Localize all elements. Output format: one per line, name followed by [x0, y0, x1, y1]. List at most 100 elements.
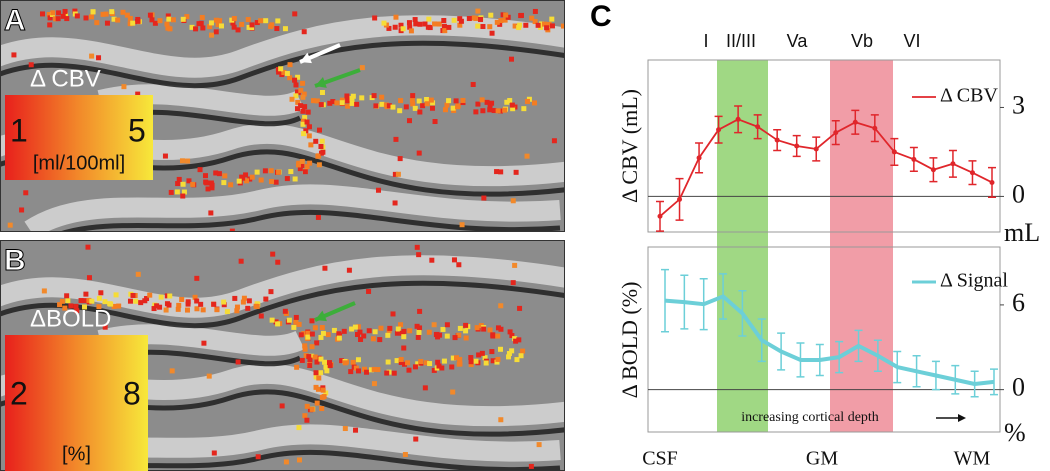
activation-voxel — [430, 100, 436, 106]
activation-voxel — [305, 109, 311, 115]
activation-voxel — [437, 332, 443, 338]
activation-voxel — [391, 370, 397, 376]
activation-voxel — [504, 99, 510, 105]
activation-voxel — [406, 20, 412, 26]
activation-voxel — [313, 374, 319, 380]
activation-voxel — [232, 295, 238, 301]
activation-voxel — [309, 406, 315, 412]
activation-voxel — [295, 99, 301, 105]
activation-voxel — [392, 171, 398, 177]
activation-voxel — [470, 81, 476, 87]
activation-voxel — [163, 307, 169, 313]
activation-voxel — [478, 16, 484, 22]
activation-voxel — [385, 332, 391, 338]
activation-voxel — [203, 179, 209, 185]
activation-voxel — [239, 174, 245, 180]
y-axis-label: Δ CBV (mL) — [617, 89, 642, 203]
activation-voxel — [109, 9, 115, 15]
activation-voxel — [395, 326, 401, 332]
activation-voxel — [309, 353, 315, 359]
activation-voxel — [327, 100, 333, 106]
activation-voxel — [268, 168, 274, 174]
activation-voxel — [371, 381, 377, 387]
activation-voxel — [304, 119, 310, 125]
activation-voxel — [376, 187, 382, 193]
brain-panel: B ΔBOLD 2 8 [%] — [0, 240, 565, 471]
point — [677, 196, 683, 202]
activation-voxel — [205, 186, 211, 192]
activation-voxel — [412, 105, 418, 111]
activation-voxel — [214, 307, 220, 313]
activation-voxel — [339, 97, 345, 103]
activation-voxel — [64, 293, 70, 299]
activation-voxel — [263, 296, 269, 302]
activation-voxel — [460, 97, 466, 103]
activation-voxel — [246, 24, 252, 30]
activation-voxel — [269, 22, 275, 28]
activation-voxel — [263, 18, 269, 24]
activation-voxel — [473, 109, 479, 115]
activation-voxel — [249, 174, 255, 180]
activation-voxel — [184, 14, 190, 20]
activation-voxel — [361, 333, 367, 339]
activation-voxel — [273, 179, 279, 185]
activation-voxel — [166, 302, 172, 308]
activation-voxel — [509, 333, 515, 339]
activation-voxel — [440, 326, 446, 332]
activation-voxel — [302, 343, 308, 349]
activation-voxel — [535, 22, 541, 28]
activation-voxel — [319, 90, 325, 96]
activation-voxel — [457, 356, 463, 362]
activation-voxel — [450, 105, 456, 111]
activation-voxel — [295, 74, 301, 80]
activation-voxel — [509, 348, 515, 354]
activation-voxel — [135, 91, 141, 97]
activation-voxel — [318, 143, 324, 149]
activation-voxel — [198, 20, 204, 26]
activation-voxel — [74, 13, 80, 19]
activation-voxel — [394, 358, 400, 364]
activation-voxel — [302, 104, 308, 110]
activation-voxel — [451, 17, 457, 23]
activation-voxel — [357, 329, 363, 335]
activation-voxel — [397, 156, 403, 162]
activation-voxel — [479, 97, 485, 103]
series-line — [664, 294, 995, 386]
activation-voxel — [377, 337, 383, 343]
sulcus — [0, 40, 565, 89]
activation-voxel — [456, 361, 462, 367]
point — [755, 124, 761, 130]
activation-voxel — [241, 295, 247, 301]
activation-voxel — [313, 370, 319, 376]
panel-title: ΔBOLD — [30, 305, 111, 332]
activation-voxel — [200, 307, 206, 313]
activation-voxel — [89, 53, 95, 59]
activation-voxel — [350, 359, 356, 365]
activation-voxel — [116, 303, 122, 309]
activation-voxel — [368, 367, 374, 373]
activation-voxel — [498, 169, 504, 175]
activation-voxel — [151, 306, 157, 312]
activation-voxel — [299, 158, 305, 164]
activation-voxel — [348, 369, 354, 375]
activation-voxel — [176, 302, 182, 308]
activation-voxel — [417, 21, 423, 27]
point — [852, 119, 858, 125]
activation-voxel — [258, 177, 264, 183]
activation-voxel — [416, 98, 422, 104]
activation-voxel — [201, 340, 207, 346]
colorbar — [5, 335, 148, 471]
activation-voxel — [208, 20, 214, 26]
activation-voxel — [318, 356, 324, 362]
activation-voxel — [410, 101, 416, 107]
activation-voxel — [299, 162, 305, 168]
activation-voxel — [475, 23, 481, 29]
activation-voxel — [72, 8, 78, 14]
activation-voxel — [90, 9, 96, 15]
activation-voxel — [319, 394, 325, 400]
activation-voxel — [169, 368, 175, 374]
activation-voxel — [366, 288, 372, 294]
activation-voxel — [133, 298, 139, 304]
activation-voxel — [444, 333, 450, 339]
